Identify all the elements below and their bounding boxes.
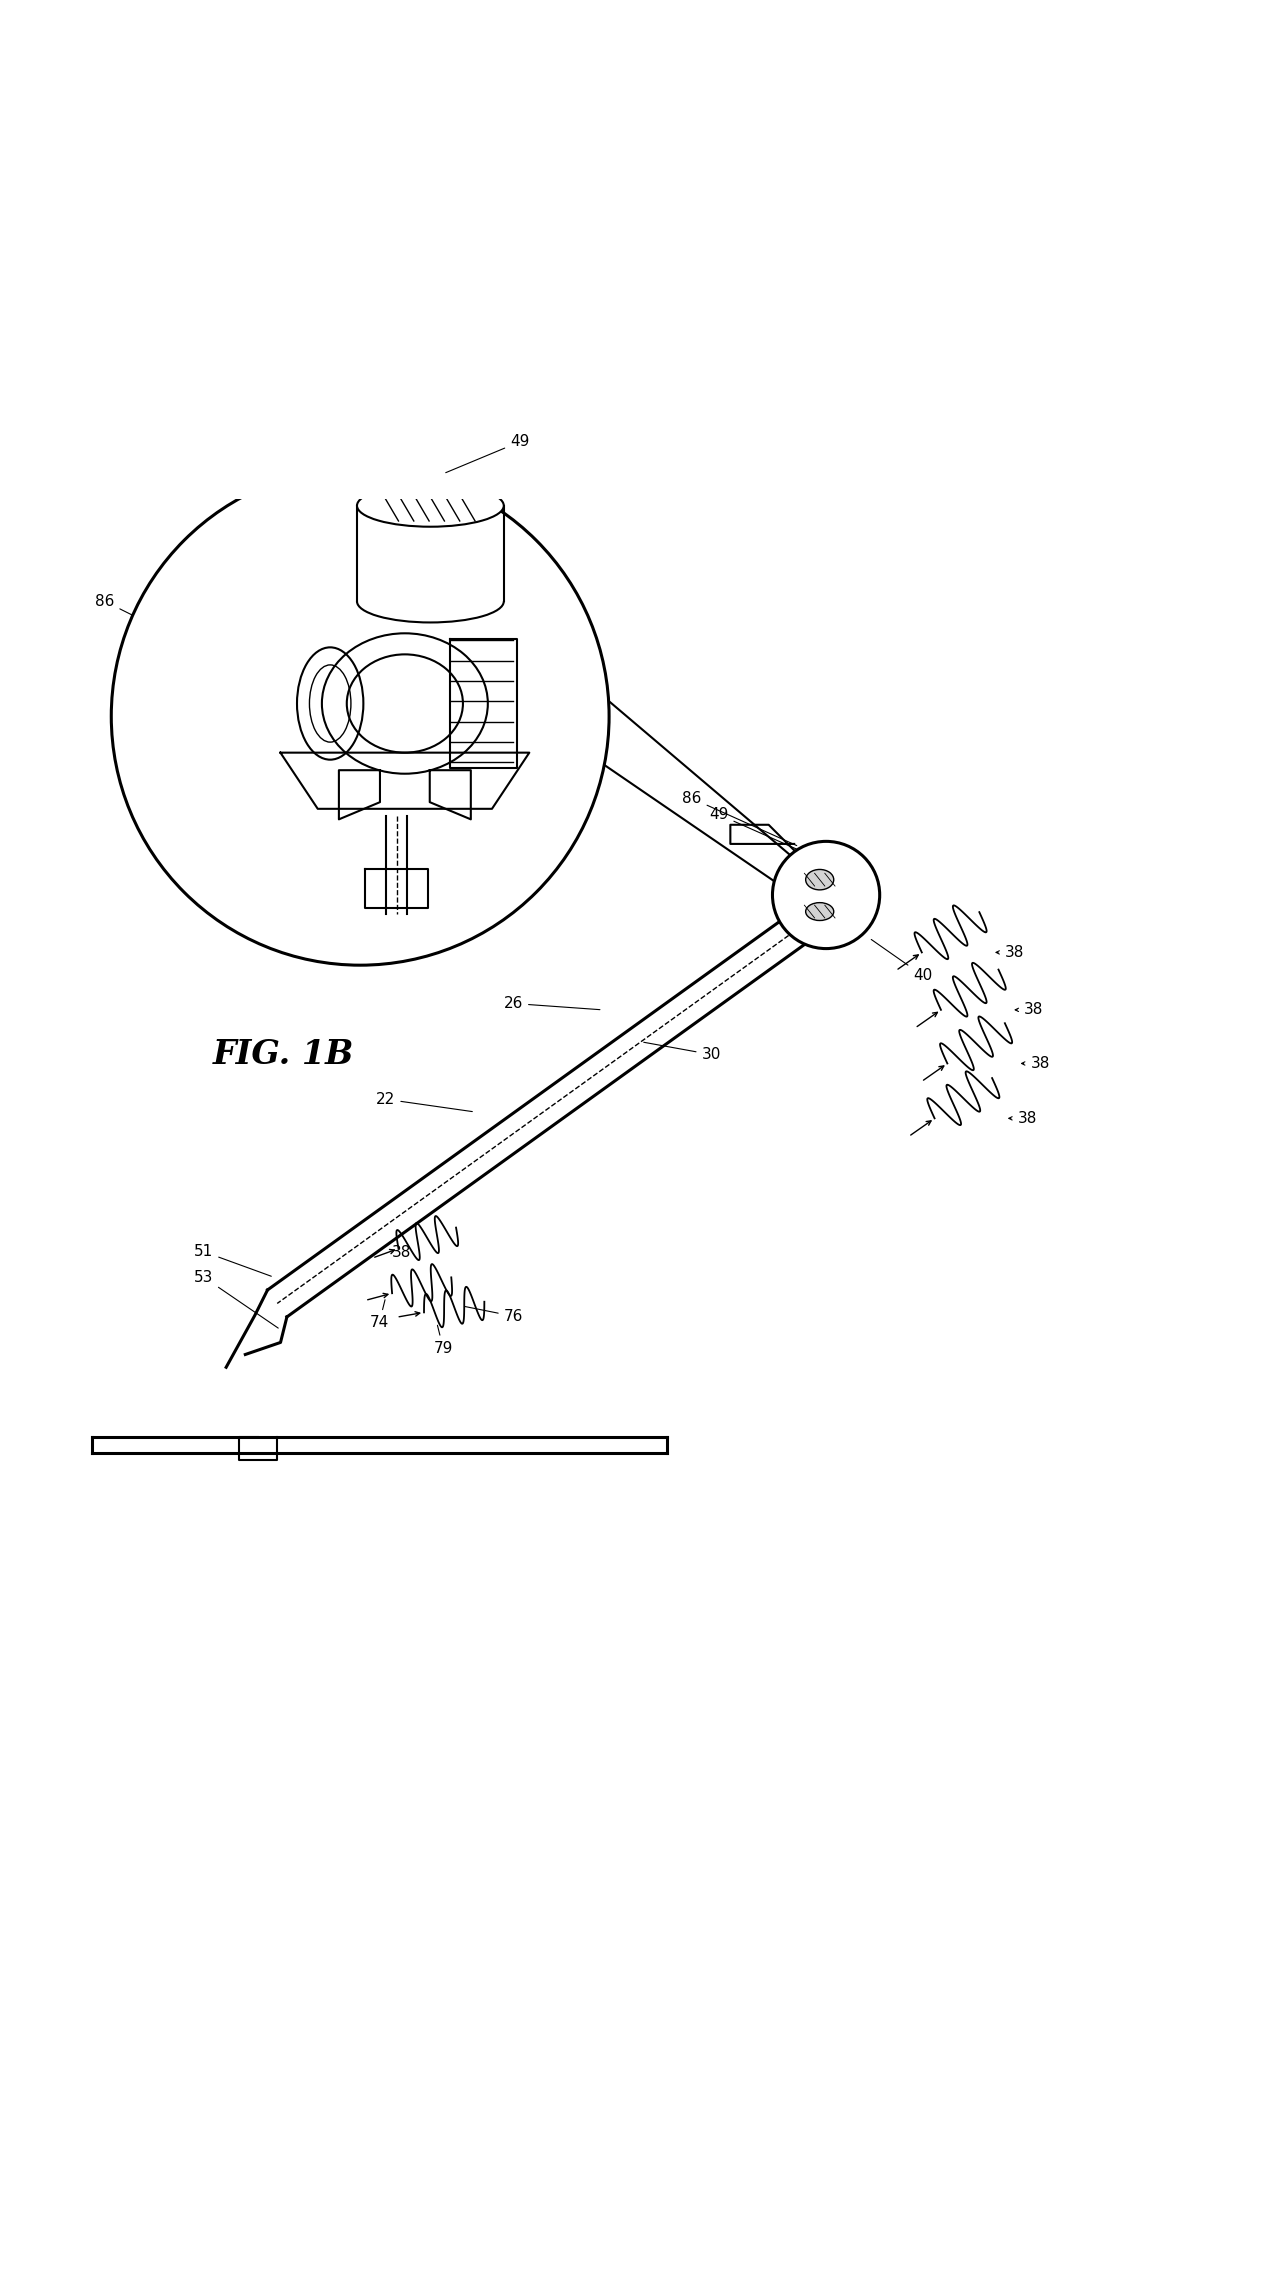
Text: 38: 38 <box>392 1244 412 1260</box>
Text: 48: 48 <box>159 794 478 810</box>
Text: 51: 51 <box>194 1244 272 1276</box>
Text: 48: 48 <box>159 774 326 794</box>
Text: 22: 22 <box>376 1092 472 1112</box>
Text: 40: 40 <box>872 940 932 983</box>
Text: 38: 38 <box>1005 944 1024 960</box>
Text: 79: 79 <box>433 1326 453 1356</box>
Text: 42: 42 <box>514 657 538 689</box>
Text: 74: 74 <box>369 1299 388 1331</box>
Text: 86: 86 <box>682 792 796 846</box>
Text: 49: 49 <box>709 808 813 855</box>
Circle shape <box>112 466 609 965</box>
Text: 52: 52 <box>431 890 508 908</box>
Ellipse shape <box>805 869 833 890</box>
Text: 44: 44 <box>399 864 483 896</box>
Circle shape <box>773 842 879 949</box>
Text: 38: 38 <box>1024 1003 1044 1017</box>
Text: FIG. 1B: FIG. 1B <box>213 1037 354 1072</box>
Text: 86: 86 <box>95 594 154 626</box>
Text: 30: 30 <box>482 730 531 762</box>
Text: 53: 53 <box>194 1269 278 1329</box>
Ellipse shape <box>805 903 833 921</box>
Text: 26: 26 <box>504 996 600 1010</box>
Text: 46: 46 <box>233 760 303 780</box>
Text: 40: 40 <box>223 580 332 626</box>
Text: 76: 76 <box>465 1306 523 1324</box>
Text: 30: 30 <box>644 1042 720 1062</box>
Text: 38: 38 <box>1031 1056 1050 1072</box>
Text: 47: 47 <box>369 607 440 639</box>
Ellipse shape <box>356 485 504 528</box>
Text: 49: 49 <box>446 435 529 473</box>
Text: 50: 50 <box>236 671 255 685</box>
Text: 38: 38 <box>1018 1110 1037 1126</box>
